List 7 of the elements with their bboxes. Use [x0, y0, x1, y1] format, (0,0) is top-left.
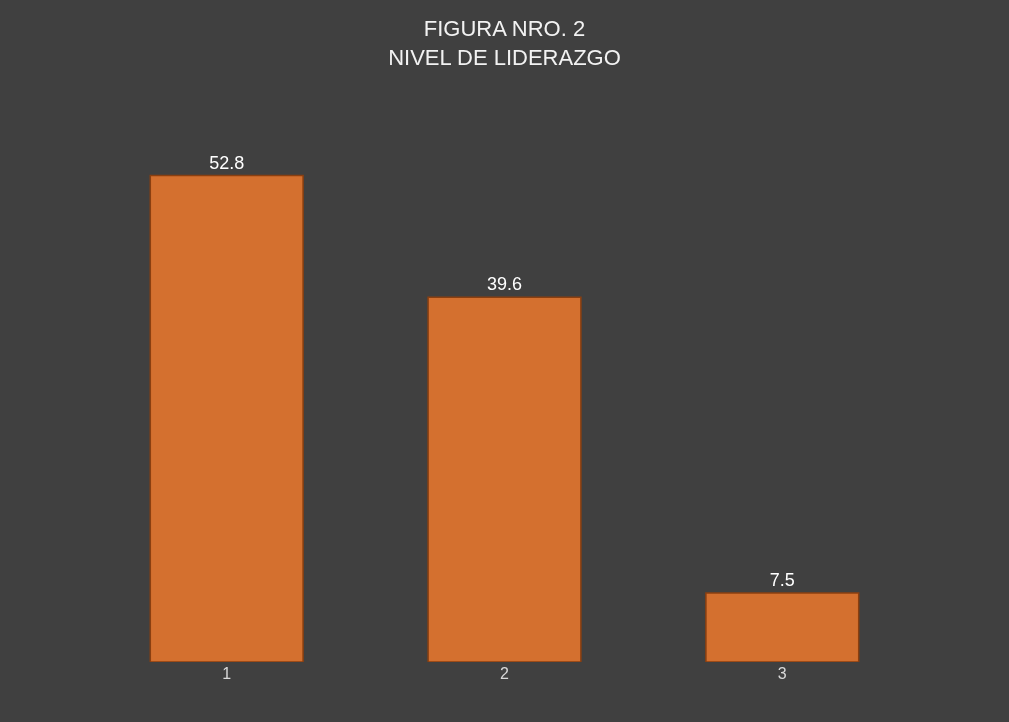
chart-title: FIGURA NRO. 2 NIVEL DE LIDERAZGO: [388, 16, 621, 70]
x-tick-label: 1: [222, 665, 232, 682]
x-tick-label: 3: [777, 665, 787, 682]
data-label: 52.8: [209, 152, 245, 173]
data-label: 39.6: [486, 274, 523, 295]
data-label: 7.5: [769, 569, 795, 590]
x-tick-label: 2: [500, 665, 510, 682]
